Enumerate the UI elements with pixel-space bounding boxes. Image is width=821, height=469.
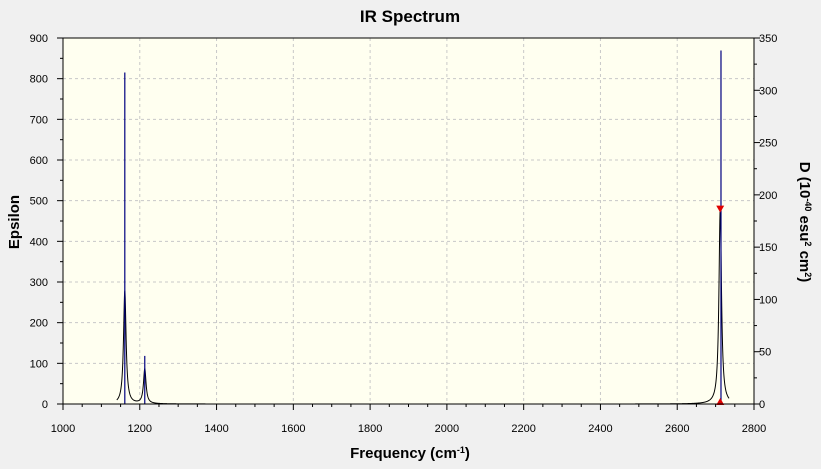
y2-tick-label: 0: [759, 399, 765, 411]
x-tick-label: 1200: [128, 423, 152, 435]
y2-tick-label: 200: [759, 190, 777, 202]
y2-tick-label: 150: [759, 242, 777, 254]
y-tick-label: 500: [30, 196, 48, 208]
y-tick-label: 700: [30, 114, 48, 126]
plot-area: [62, 37, 755, 405]
y2-tick-label: 50: [759, 347, 771, 359]
chart-title: IR Spectrum: [360, 7, 460, 26]
y2-tick-label: 250: [759, 138, 777, 150]
x-axis: 1000 1200 1400 1600 1800 2000 2200 2400 2600 2800: [51, 404, 766, 435]
y2-tick-label: 350: [759, 33, 777, 45]
y-tick-label: 0: [42, 399, 48, 411]
y-tick-label: 600: [30, 155, 48, 167]
x-tick-label: 1000: [51, 423, 75, 435]
y-tick-label: 800: [30, 74, 48, 86]
y2-axis-title: D (10-40 esu2 cm2): [796, 162, 813, 283]
y-tick-label: 300: [30, 277, 48, 289]
y-tick-label: 100: [30, 358, 48, 370]
y2-tick-label: 300: [759, 85, 777, 97]
x-axis-title: Frequency (cm-1): [350, 445, 470, 462]
x-tick-label: 2200: [511, 423, 535, 435]
y-axis-right: 0 50 100 150 200 250 300 350: [754, 33, 777, 411]
x-tick-label: 2600: [665, 423, 689, 435]
y-axis-title: Epsilon: [6, 195, 23, 249]
peak-marker: [716, 205, 725, 213]
y-tick-label: 400: [30, 236, 48, 248]
x-tick-label: 2400: [588, 423, 612, 435]
x-tick-label: 2000: [435, 423, 459, 435]
x-tick-label: 1800: [358, 423, 382, 435]
plot-background: [63, 38, 754, 404]
x-tick-label: 1400: [204, 423, 228, 435]
y-tick-label: 200: [30, 318, 48, 330]
y-axis-left: 0 100 200 300 400 500 600 700 800 900: [30, 33, 63, 411]
y-tick-label: 900: [30, 33, 48, 45]
peak-marker: [716, 398, 725, 405]
x-tick-label: 2800: [742, 423, 766, 435]
grid-lines: [63, 38, 754, 404]
x-tick-label: 1600: [281, 423, 305, 435]
y2-tick-label: 100: [759, 294, 777, 306]
